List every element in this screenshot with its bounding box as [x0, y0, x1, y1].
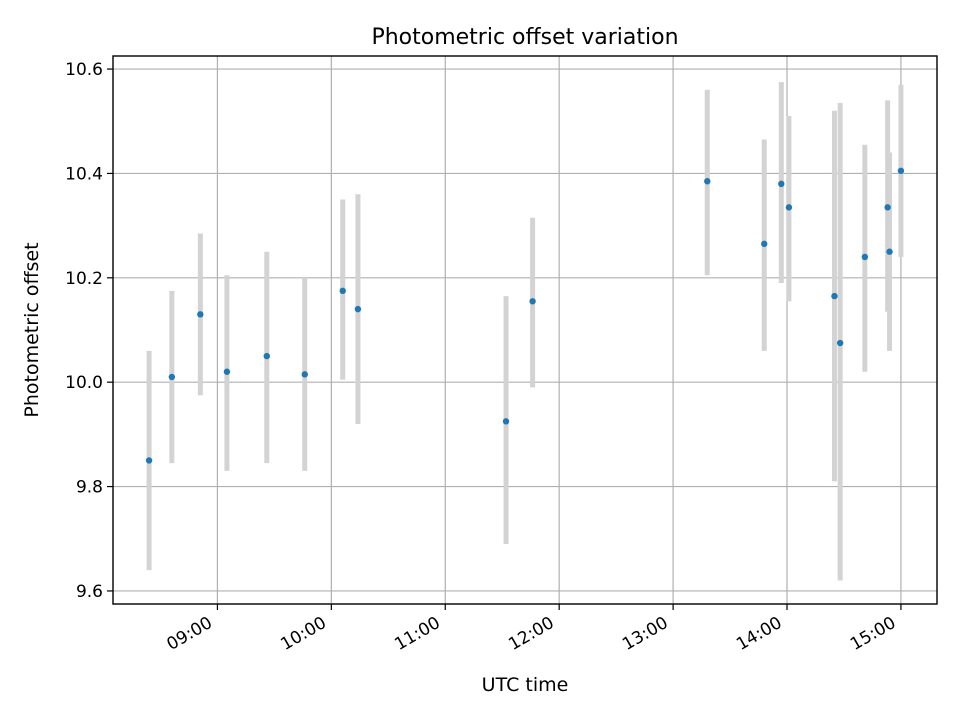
- y-tick-label: 10.4: [65, 164, 103, 184]
- data-point: [897, 167, 905, 175]
- data-point: [884, 204, 891, 211]
- data-point: [886, 248, 893, 255]
- data-point: [861, 253, 869, 261]
- y-tick-label: 10.6: [65, 60, 103, 80]
- data-layer: [145, 82, 905, 581]
- x-axis-label: UTC time: [482, 674, 569, 696]
- chart-title: Photometric offset variation: [371, 25, 678, 50]
- data-point: [831, 292, 838, 300]
- data-point: [223, 368, 231, 375]
- y-axis-label: Photometric offset: [21, 242, 43, 417]
- data-point: [263, 352, 270, 360]
- y-tick-label: 9.8: [76, 478, 103, 498]
- y-tick-label: 9.6: [76, 582, 103, 602]
- y-tick-label: 10.0: [65, 373, 103, 393]
- data-point: [145, 457, 153, 464]
- data-point: [168, 373, 176, 381]
- data-point: [354, 305, 362, 313]
- data-point: [339, 287, 346, 295]
- data-point: [197, 311, 204, 318]
- plot-frame: [112, 55, 938, 605]
- y-tick-label: 10.2: [65, 269, 103, 289]
- data-point: [502, 418, 510, 425]
- data-point: [704, 178, 711, 185]
- data-point: [529, 298, 536, 305]
- data-point: [301, 371, 308, 378]
- data-point: [836, 339, 844, 347]
- data-point: [785, 204, 793, 211]
- data-point: [778, 180, 785, 188]
- data-point: [761, 240, 768, 248]
